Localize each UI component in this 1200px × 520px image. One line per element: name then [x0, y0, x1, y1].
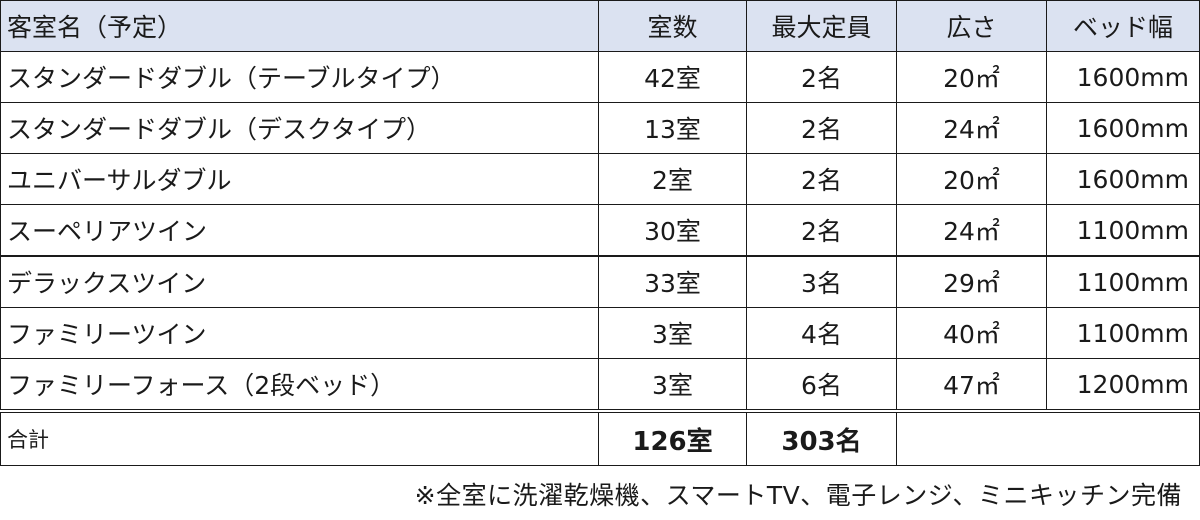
total-row: 合計 126室 303名 — [0, 409, 1200, 466]
total-room-count: 126室 — [598, 409, 747, 466]
room-name-cell: スタンダードダブル（テーブルタイプ） — [0, 51, 599, 103]
room-count-cell: 33室 — [598, 255, 747, 308]
header-size: 広さ — [896, 0, 1047, 52]
table-row: デラックスツイン 33室 3名 29㎡ 1100mm — [0, 255, 1200, 308]
capacity-cell: 6名 — [746, 358, 897, 412]
size-cell: 24㎡ — [896, 102, 1047, 154]
table-row: スーペリアツイン 30室 2名 24㎡ 1100mm — [0, 204, 1200, 257]
bed-width-cell: 1100mm — [1046, 307, 1200, 359]
capacity-cell: 2名 — [746, 153, 897, 205]
room-name-cell: デラックスツイン — [0, 255, 599, 308]
capacity-cell: 2名 — [746, 51, 897, 103]
table-row: ユニバーサルダブル 2室 2名 20㎡ 1600mm — [0, 153, 1200, 205]
capacity-cell: 2名 — [746, 204, 897, 257]
capacity-cell: 3名 — [746, 255, 897, 308]
header-capacity: 最大定員 — [746, 0, 897, 52]
room-name-cell: ファミリーツイン — [0, 307, 599, 359]
room-count-cell: 2室 — [598, 153, 747, 205]
total-capacity: 303名 — [746, 409, 897, 466]
table-row: ファミリーフォース（2段ベッド） 3室 6名 47㎡ 1200mm — [0, 358, 1200, 412]
room-name-cell: スーペリアツイン — [0, 204, 599, 257]
table-row: スタンダードダブル（デスクタイプ） 13室 2名 24㎡ 1600mm — [0, 102, 1200, 154]
amenities-note: ※全室に洗濯乾燥機、スマートTV、電子レンジ、ミニキッチン完備 — [414, 481, 1182, 510]
room-count-cell: 13室 — [598, 102, 747, 154]
header-room-name: 客室名（予定） — [0, 0, 599, 52]
room-name-cell: スタンダードダブル（デスクタイプ） — [0, 102, 599, 154]
total-empty-cell — [896, 409, 1200, 466]
bed-width-cell: 1600mm — [1046, 153, 1200, 205]
total-label: 合計 — [0, 409, 599, 466]
size-cell: 29㎡ — [896, 255, 1047, 308]
size-cell: 20㎡ — [896, 51, 1047, 103]
header-bed-width: ベッド幅 — [1046, 0, 1200, 52]
table-row: ファミリーツイン 3室 4名 40㎡ 1100mm — [0, 307, 1200, 359]
room-count-cell: 3室 — [598, 307, 747, 359]
room-name-cell: ファミリーフォース（2段ベッド） — [0, 358, 599, 412]
bed-width-cell: 1600mm — [1046, 102, 1200, 154]
table-row: スタンダードダブル（テーブルタイプ） 42室 2名 20㎡ 1600mm — [0, 51, 1200, 103]
bed-width-cell: 1100mm — [1046, 204, 1200, 257]
capacity-cell: 4名 — [746, 307, 897, 359]
header-room-count: 室数 — [598, 0, 747, 52]
size-cell: 20㎡ — [896, 153, 1047, 205]
size-cell: 40㎡ — [896, 307, 1047, 359]
bed-width-cell: 1600mm — [1046, 51, 1200, 103]
bed-width-cell: 1100mm — [1046, 255, 1200, 308]
size-cell: 47㎡ — [896, 358, 1047, 412]
room-count-cell: 30室 — [598, 204, 747, 257]
size-cell: 24㎡ — [896, 204, 1047, 257]
room-count-cell: 42室 — [598, 51, 747, 103]
room-name-cell: ユニバーサルダブル — [0, 153, 599, 205]
room-count-cell: 3室 — [598, 358, 747, 412]
table-header-row: 客室名（予定） 室数 最大定員 広さ ベッド幅 — [0, 0, 1200, 52]
capacity-cell: 2名 — [746, 102, 897, 154]
room-types-table: 客室名（予定） 室数 最大定員 広さ ベッド幅 スタンダードダブル（テーブルタイ… — [0, 0, 1200, 466]
bed-width-cell: 1200mm — [1046, 358, 1200, 412]
